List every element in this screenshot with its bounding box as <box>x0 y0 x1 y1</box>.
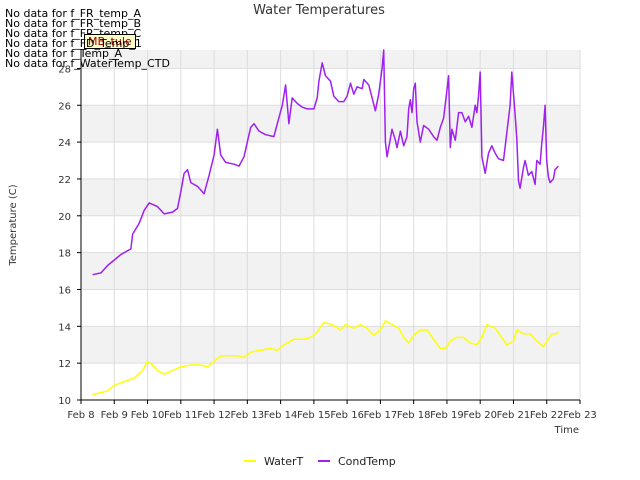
series-line-watert <box>92 320 559 396</box>
background-band <box>81 50 580 69</box>
y-tick-label: 20 <box>58 212 71 223</box>
no-data-note: No data for f_FR_temp_C <box>5 27 142 40</box>
x-tick-label: Feb 14 <box>264 410 298 421</box>
legend-label: WaterT <box>264 455 304 468</box>
legend: WaterT CondTemp <box>244 455 396 468</box>
y-tick-label: 22 <box>58 175 71 186</box>
x-axis-label: Time <box>554 425 579 436</box>
x-tick-label: Feb 20 <box>463 410 497 421</box>
axes: Feb 8 Feb 9 Feb 10 Feb 11 Feb 12 Feb 13 Feb 14… <box>58 50 597 421</box>
no-data-note: No data for f_FR_temp_B <box>5 17 142 30</box>
site-flag-label: MB_tule <box>84 34 136 49</box>
background-band <box>81 326 580 364</box>
x-tick-label: Feb 22 <box>530 410 564 421</box>
x-tick-label: Feb 10 <box>131 410 165 421</box>
x-tick-label: Feb 9 <box>101 410 128 421</box>
x-tick-label: Feb 8 <box>67 410 94 421</box>
y-tick-label: 28 <box>58 64 71 75</box>
x-tick-label: Feb 15 <box>297 410 331 421</box>
x-tick-label: Feb 17 <box>364 410 398 421</box>
y-tick-label: 14 <box>58 322 71 333</box>
x-tick-label: Feb 12 <box>197 410 231 421</box>
no-data-note: No data for f_Temp_A <box>5 47 123 60</box>
y-axis-label: Temperature (C) <box>8 184 19 266</box>
plot-background <box>81 50 580 400</box>
y-tick-label: 24 <box>58 138 71 149</box>
no-data-note: No data for f_FR_temp_A <box>5 7 141 20</box>
y-tick-label: 26 <box>58 101 71 112</box>
x-tick-label: Feb 11 <box>164 410 198 421</box>
x-tick-label: Feb 13 <box>231 410 265 421</box>
legend-label: CondTemp <box>338 455 396 468</box>
series-layer <box>92 49 559 396</box>
y-tick-label: 10 <box>58 396 71 407</box>
y-tick-label: 16 <box>58 285 71 296</box>
background-band <box>81 178 580 216</box>
no-data-note: No data for f_WaterTemp_CTD <box>5 57 170 70</box>
x-tick-label: Feb 21 <box>497 410 531 421</box>
background-band <box>81 105 580 143</box>
y-tick-label: 12 <box>58 359 71 370</box>
x-tick-label: Feb 16 <box>330 410 364 421</box>
x-tick-label: Feb 19 <box>430 410 464 421</box>
x-tick-label: Feb 18 <box>397 410 431 421</box>
background-band <box>81 252 580 290</box>
no-data-note: No data for f_FD_Temp_1 <box>5 37 142 50</box>
chart-title: Water Temperatures <box>253 3 385 18</box>
series-line-condtemp <box>92 49 559 276</box>
x-tick-label: Feb 23 <box>563 410 597 421</box>
y-tick-label: 18 <box>58 249 71 260</box>
